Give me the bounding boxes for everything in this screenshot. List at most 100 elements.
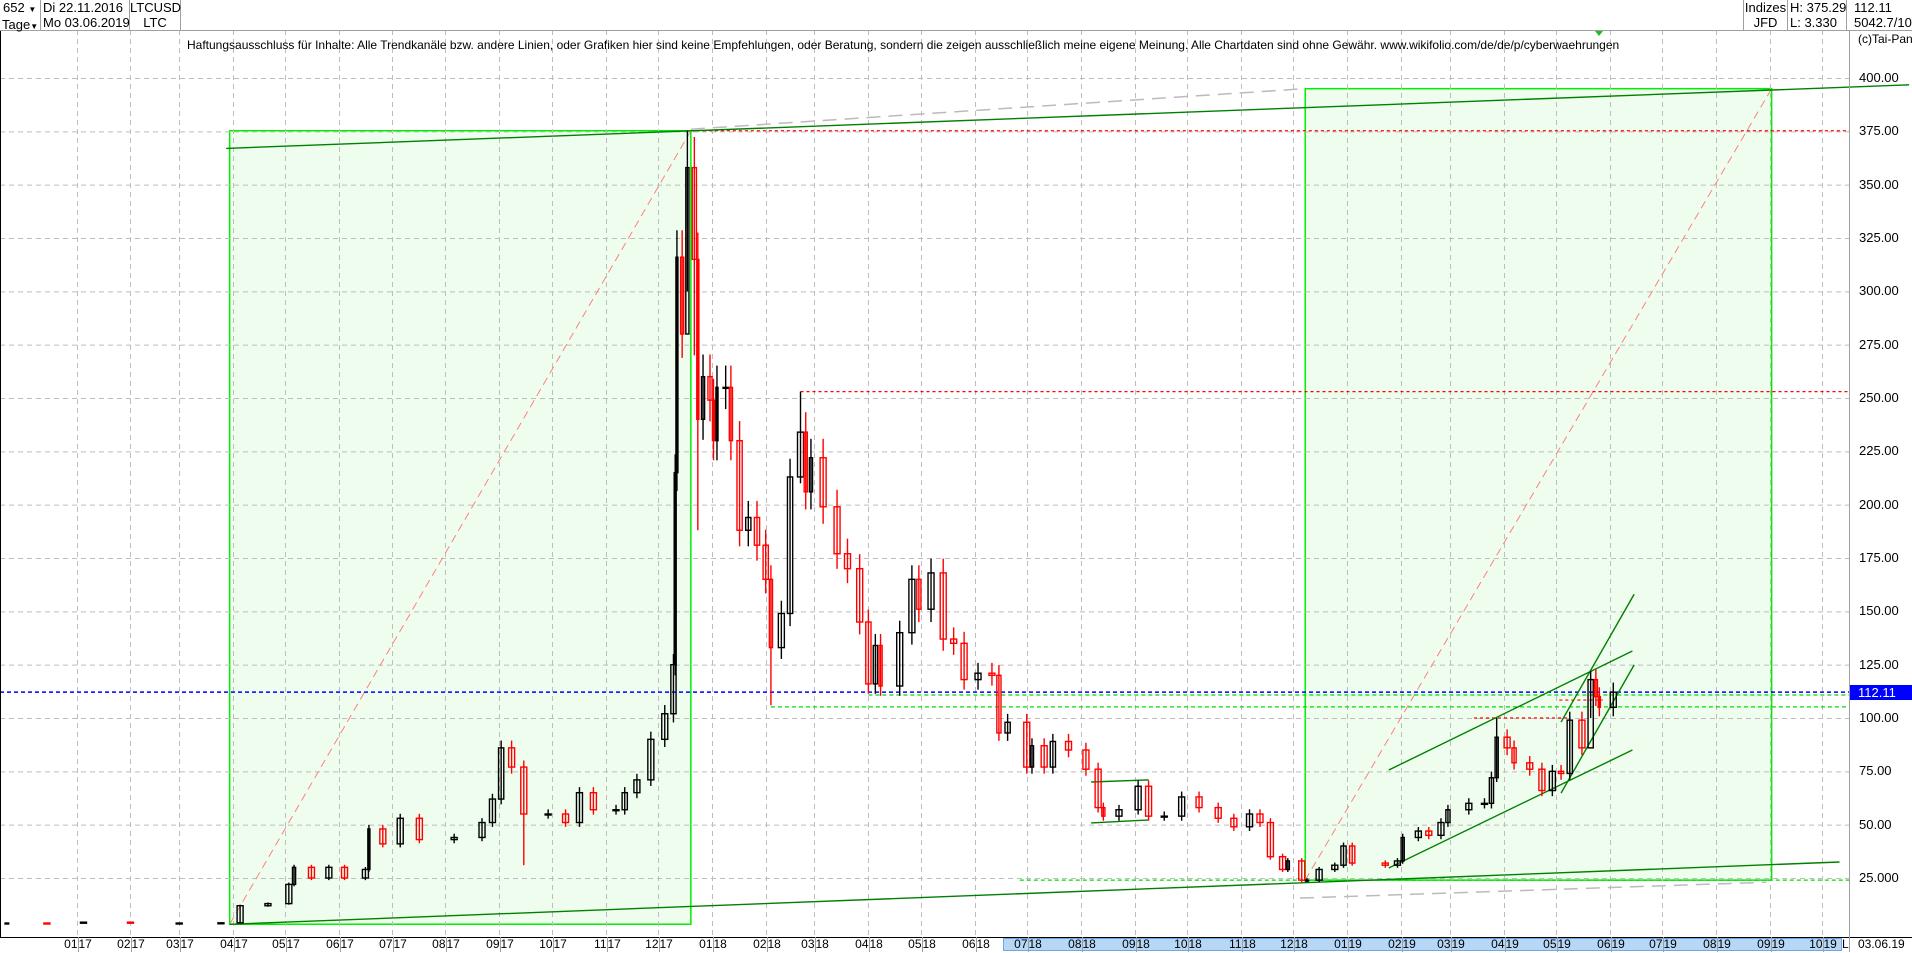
candle-body — [872, 644, 879, 685]
candle-body — [450, 836, 458, 841]
candle — [507, 740, 516, 774]
candle-body — [843, 553, 852, 570]
candle — [819, 438, 827, 524]
x-tick-month: 11 — [1229, 937, 1242, 951]
bars-selector[interactable]: 652 ▼ Tage▼ — [0, 0, 41, 32]
candle — [715, 365, 719, 461]
candle — [1488, 771, 1495, 809]
candle — [264, 902, 272, 907]
candle — [1049, 733, 1057, 774]
candle — [126, 921, 135, 924]
candle-body — [1348, 845, 1356, 864]
candle-body — [1049, 740, 1057, 768]
candle-body — [691, 166, 698, 261]
candle-body — [1315, 868, 1323, 881]
candle-body — [1285, 860, 1291, 871]
candle — [307, 864, 316, 881]
candle — [1511, 740, 1517, 770]
candle — [1029, 738, 1035, 774]
candle — [1331, 862, 1339, 872]
candle-body — [217, 922, 225, 925]
candle-body — [1040, 745, 1048, 768]
x-tick-year: 17 — [286, 937, 300, 951]
candle-body — [126, 921, 135, 924]
candles — [4, 130, 1617, 925]
candle — [691, 137, 698, 356]
candle — [1437, 818, 1445, 840]
candle-body — [1511, 747, 1517, 764]
candle — [974, 662, 982, 690]
x-tick-month: 10 — [539, 937, 553, 951]
x-tick-year: 18 — [922, 937, 936, 951]
candle — [1578, 711, 1586, 756]
copyright: (c)Tai-Pan — [1858, 32, 1912, 46]
candle-body — [4, 922, 10, 925]
candle — [878, 634, 883, 696]
candle — [478, 818, 486, 842]
candle-body — [808, 457, 814, 493]
candle-body — [670, 663, 677, 715]
candle — [236, 904, 244, 924]
y-tick-label: 375.00 — [1859, 123, 1899, 139]
x-tick-year: 17 — [340, 937, 354, 951]
x-tick-year: 17 — [553, 937, 567, 951]
x-tick-year: 19 — [1402, 937, 1416, 951]
candle — [916, 565, 922, 623]
candle-body — [1304, 879, 1310, 882]
candle — [1304, 878, 1310, 883]
candle-body — [589, 791, 598, 811]
y-tick-label: 275.00 — [1859, 336, 1899, 352]
candle — [647, 731, 655, 786]
candle — [1494, 718, 1499, 783]
period-selector[interactable]: Tage▼ — [0, 17, 40, 34]
candle-body — [1064, 740, 1073, 751]
candle — [927, 558, 935, 623]
candle — [1425, 827, 1433, 840]
candle-body — [696, 258, 700, 421]
candle-body — [711, 399, 716, 442]
candle — [520, 760, 528, 866]
candle-body — [561, 813, 570, 824]
x-tick-year: 18 — [1188, 937, 1202, 951]
candle-body — [1266, 821, 1275, 858]
x-tick-year: 17 — [446, 937, 460, 951]
candle-body — [1245, 813, 1254, 828]
candle — [1245, 809, 1254, 831]
candle-body — [1134, 785, 1142, 811]
candle — [43, 922, 51, 925]
candle — [786, 458, 794, 627]
market-info: Indizes JFD — [1743, 0, 1788, 30]
x-tick-year: 19 — [1557, 937, 1571, 951]
candle-body — [1115, 809, 1123, 817]
candle — [908, 565, 916, 645]
candle-body — [1256, 813, 1264, 824]
candle — [1548, 764, 1557, 797]
x-tick-month: 05 — [1543, 937, 1557, 951]
extra-value: 5042.7/10 — [1854, 15, 1912, 30]
trendline — [1560, 593, 1635, 723]
candle — [949, 627, 958, 655]
candle-body — [1340, 845, 1347, 866]
candle — [753, 500, 761, 561]
x-tick-year: 18 — [713, 937, 727, 951]
candle-body — [1298, 860, 1306, 881]
candle-body — [949, 638, 958, 645]
y-tick-label: 50.00 — [1859, 816, 1892, 832]
candle — [796, 391, 805, 484]
x-tick-year: 19 — [1771, 937, 1785, 951]
x-tick-month: 02 — [1388, 937, 1402, 951]
candle — [1597, 687, 1602, 717]
candle-body — [1566, 719, 1574, 775]
candle-body — [307, 866, 316, 879]
x-tick-month: 10 — [1809, 937, 1823, 951]
candle — [696, 232, 700, 531]
x-tick-year: 17 — [659, 937, 673, 951]
candle-body — [786, 476, 794, 615]
candle-body — [1538, 768, 1546, 792]
x-tick-year: 19 — [1823, 937, 1837, 951]
candle-body — [497, 747, 505, 800]
candle-body — [700, 375, 706, 421]
candle — [1256, 809, 1264, 827]
dropdown-arrow-icon: ▼ — [28, 5, 37, 14]
